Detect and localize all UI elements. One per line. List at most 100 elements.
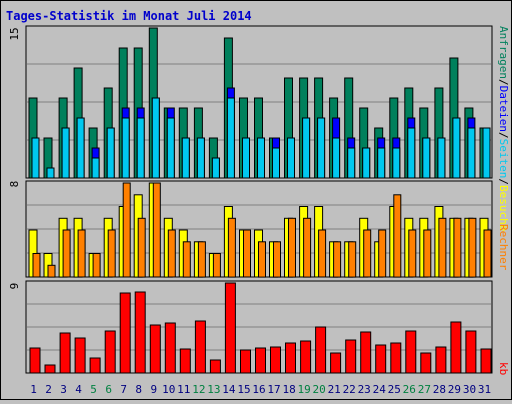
bar-seiten [302, 117, 311, 179]
bar-kb [89, 357, 101, 374]
y-axis-label-requests: 15 [8, 27, 21, 40]
bar-seiten [257, 137, 265, 179]
y-axis-label-visits: 8 [8, 181, 21, 188]
legend-kb: kb [497, 362, 510, 375]
bar-rechner [32, 253, 41, 278]
bar-rechner [258, 241, 266, 278]
x-tick-label: 1 [30, 383, 37, 396]
bar-rechner [408, 229, 417, 278]
x-tick-label: 25 [388, 383, 401, 396]
x-tick-label: 17 [267, 383, 280, 396]
bar-kb [300, 340, 312, 374]
bar-seiten [467, 127, 476, 179]
x-tick-label: 12 [192, 383, 205, 396]
x-tick-label: 2 [45, 383, 52, 396]
bar-rechner [393, 194, 402, 278]
bar-seiten [317, 117, 326, 179]
x-tick-label: 8 [135, 383, 142, 396]
bar-kb [420, 352, 432, 374]
x-tick-label: 10 [162, 383, 175, 396]
bar-kb [255, 347, 266, 374]
bar-kb [209, 359, 221, 374]
bar-rechner [453, 217, 462, 278]
bar-rechner [47, 264, 56, 278]
bar-rechner [107, 229, 116, 278]
bar-rechner [318, 229, 327, 278]
bar-kb [29, 347, 41, 374]
bar-kb [330, 352, 342, 374]
bar-kb [435, 346, 447, 374]
bar-rechner [303, 217, 312, 278]
bar-kb [119, 292, 131, 374]
bar-kb [315, 326, 327, 374]
bar-kb [450, 321, 462, 374]
x-tick-label: 31 [478, 383, 491, 396]
bar-rechner [333, 241, 342, 278]
x-tick-label: 15 [237, 383, 250, 396]
bar-seiten [196, 137, 205, 179]
panel-requests [25, 25, 493, 179]
bar-kb [285, 342, 296, 374]
bar-seiten [332, 137, 341, 179]
x-tick-label: 5 [90, 383, 97, 396]
bar-rechner [483, 229, 492, 278]
bar-kb [104, 330, 116, 374]
bar-kb [149, 324, 161, 374]
bar-seiten [151, 97, 160, 179]
x-tick-label: 21 [328, 383, 341, 396]
y-axis-label-kb: 9 [8, 283, 21, 290]
bar-seiten [121, 117, 130, 179]
legend-besuche: Besuche [497, 185, 510, 231]
x-tick-label: 22 [343, 383, 356, 396]
legend-rechner: Rechner [497, 224, 510, 271]
x-tick-label: 23 [358, 383, 371, 396]
x-tick-label: 16 [252, 383, 265, 396]
x-tick-label: 13 [207, 383, 220, 396]
bar-seiten [46, 167, 55, 179]
bar-kb [134, 291, 146, 374]
x-tick-label: 4 [75, 383, 82, 396]
bar-seiten [452, 117, 461, 179]
bar-rechner [137, 217, 146, 278]
bar-seiten [242, 137, 250, 179]
bar-seiten [76, 117, 85, 179]
x-tick-label: 7 [120, 383, 127, 396]
bar-seiten [377, 147, 386, 179]
x-tick-label: 9 [150, 383, 157, 396]
x-tick-label: 14 [222, 383, 236, 396]
bar-seiten [211, 157, 220, 179]
bar-seiten [91, 157, 100, 179]
x-tick-label: 6 [105, 383, 112, 396]
x-tick-label: 27 [418, 383, 431, 396]
bar-kb [164, 322, 176, 374]
panel-kb [25, 280, 493, 374]
bar-seiten [181, 137, 190, 179]
bar-kb [465, 330, 477, 374]
bar-rechner [363, 229, 372, 278]
bar-seiten [362, 147, 371, 179]
bar-rechner [348, 241, 357, 278]
bar-kb [390, 342, 402, 374]
x-tick-label: 3 [60, 383, 67, 396]
x-tick-label: 20 [312, 383, 325, 396]
x-tick-label: 29 [448, 383, 461, 396]
bar-kb [360, 331, 372, 374]
panel-visits [25, 180, 493, 278]
bar-seiten [272, 147, 280, 179]
bar-kb [405, 330, 417, 374]
bar-seiten [61, 127, 70, 179]
bar-seiten [437, 137, 446, 179]
bar-seiten [166, 117, 175, 179]
bar-rechner [197, 241, 206, 278]
legend-requests: Anfragen/Dateien/Seiten/Besuche [497, 26, 510, 231]
legend-anfragen: Anfragen [497, 26, 510, 79]
bar-kb [480, 348, 492, 374]
x-tick-label: 28 [433, 383, 446, 396]
x-tick-label: 30 [463, 383, 476, 396]
bar-seiten [392, 147, 401, 179]
bar-kb [270, 346, 281, 374]
bar-seiten [482, 127, 491, 179]
bar-seiten [422, 137, 431, 179]
x-tick-label: 26 [403, 383, 416, 396]
